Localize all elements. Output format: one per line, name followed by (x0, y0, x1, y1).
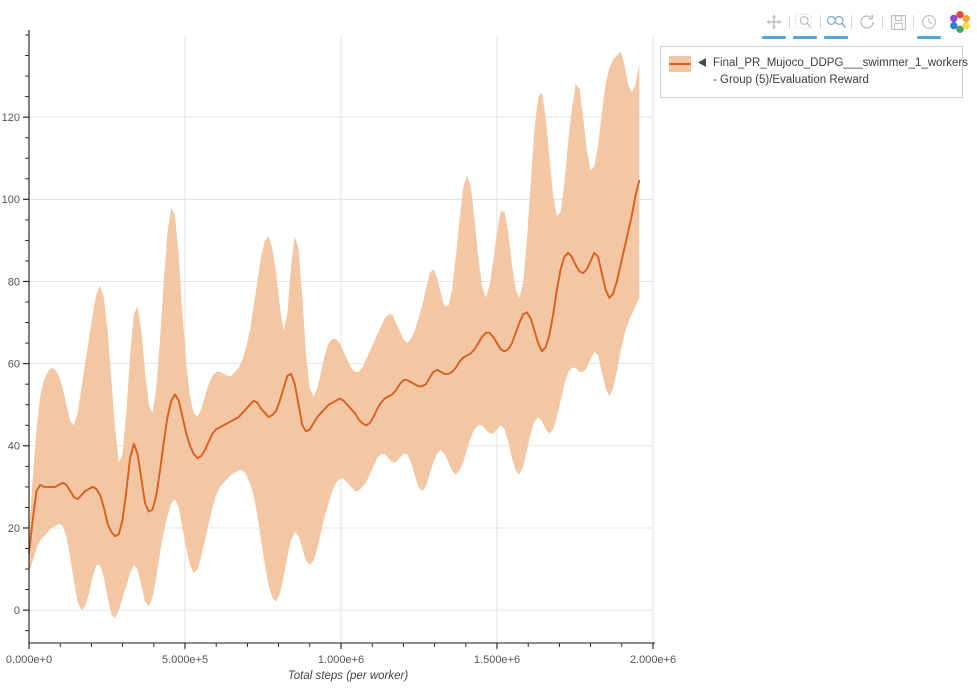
zoom-select-glyph (795, 13, 812, 29)
x-tick-label: 0.000e+0 (6, 654, 52, 666)
toolbar-separator (789, 15, 790, 29)
labels-layer: 0 20 40 60 80 100 120 0.000e+0 5.000e+5 1.000e+6 1… (2, 112, 676, 682)
legend-color-swatch (669, 56, 691, 72)
axes-layer (23, 30, 655, 649)
toolbar-separator (882, 15, 883, 29)
plot-toolbar (760, 6, 973, 39)
y-tick-label: 40 (8, 441, 20, 453)
save-icon[interactable] (884, 8, 912, 36)
toolbar-separator (913, 15, 914, 29)
y-tick-label: 120 (2, 112, 20, 124)
legend-entry-label: Final_PR_Mujoco_DDPG___swimmer_1_workers… (713, 57, 972, 86)
pan-icon[interactable] (760, 8, 788, 39)
x-axis-title: Total steps (per worker) (288, 670, 409, 682)
confidence-band (29, 51, 640, 619)
y-tick-label: 100 (2, 194, 20, 206)
zoom-select-icon[interactable] (791, 8, 819, 39)
y-tick-label: 20 (8, 523, 20, 535)
app-logo-icon[interactable] (947, 9, 973, 35)
zoom-compare-glyph (826, 15, 846, 28)
chart-legend[interactable]: Final_PR_Mujoco_DDPG___swimmer_1_workers… (660, 46, 968, 98)
save-glyph (890, 14, 906, 30)
clock-icon[interactable] (915, 8, 943, 39)
data-layer (28, 51, 641, 619)
y-tick-label: 60 (8, 358, 20, 370)
legend-collapse-arrow-icon[interactable] (697, 57, 707, 68)
toolbar-separator (851, 15, 852, 29)
y-tick-label: 0 (14, 605, 20, 617)
toolbar-separator (820, 15, 821, 29)
reset-icon[interactable] (853, 8, 881, 36)
y-tick-label: 80 (8, 276, 20, 288)
x-tick-label: 1.500e+6 (474, 654, 520, 666)
clock-glyph (922, 15, 936, 29)
x-tick-label: 2.000e+6 (630, 654, 676, 666)
mean-line (28, 179, 641, 554)
reset-glyph (860, 14, 874, 29)
pan-glyph (766, 14, 782, 30)
x-tick-label: 5.000e+5 (162, 654, 208, 666)
logo-glyph (950, 11, 970, 33)
x-tick-label: 1.000e+6 (318, 654, 364, 666)
zoom-compare-icon[interactable] (822, 8, 850, 39)
